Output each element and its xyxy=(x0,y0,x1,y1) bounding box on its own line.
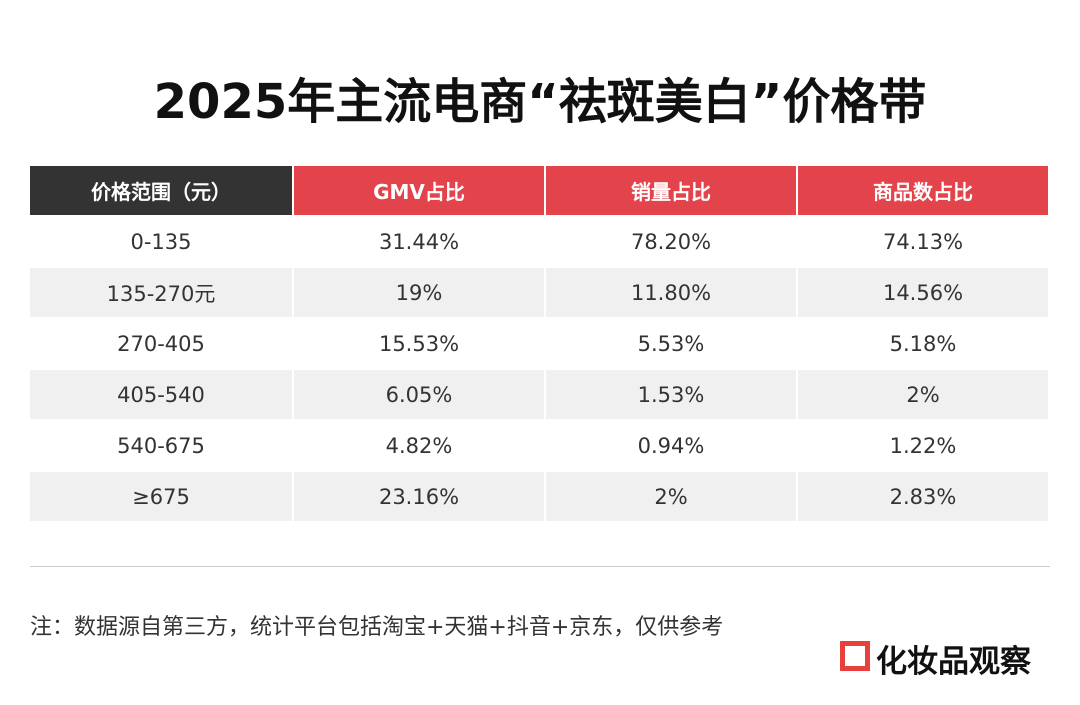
table-cell: 270-405 xyxy=(30,319,292,368)
table-cell: 5.18% xyxy=(798,319,1048,368)
divider xyxy=(30,566,1050,567)
table-cell: 19% xyxy=(294,268,544,317)
table-cell: 135-270元 xyxy=(30,268,292,317)
table-cell: 31.44% xyxy=(294,217,544,266)
table-cell: 0-135 xyxy=(30,217,292,266)
header-cell: GMV占比 xyxy=(294,166,544,215)
footnote: 注：数据源自第三方，统计平台包括淘宝+天猫+抖音+京东，仅供参考 xyxy=(30,615,724,640)
header-cell: 商品数占比 xyxy=(798,166,1048,215)
table-cell: 2.83% xyxy=(798,472,1048,521)
table-cell: 1.53% xyxy=(546,370,796,419)
table-cell: 2% xyxy=(546,472,796,521)
table-cell: 1.22% xyxy=(798,421,1048,470)
table-cell: ≥675 xyxy=(30,472,292,521)
header-cell: 价格范围（元） xyxy=(30,166,292,215)
table-cell: 5.53% xyxy=(546,319,796,368)
table-cell: 23.16% xyxy=(294,472,544,521)
table-cell: 6.05% xyxy=(294,370,544,419)
table-cell: 2% xyxy=(798,370,1048,419)
table-cell: 11.80% xyxy=(546,268,796,317)
brand: 化妆品观察 xyxy=(876,644,1031,680)
header-cell: 销量占比 xyxy=(546,166,796,215)
table-cell: 78.20% xyxy=(546,217,796,266)
table-cell: 4.82% xyxy=(294,421,544,470)
table-cell: 540-675 xyxy=(30,421,292,470)
table-cell: 405-540 xyxy=(30,370,292,419)
table-cell: 15.53% xyxy=(294,319,544,368)
title: 2025年主流电商“祛斑美白”价格带 xyxy=(153,74,927,130)
table-cell: 74.13% xyxy=(798,217,1048,266)
table-cell: 14.56% xyxy=(798,268,1048,317)
table-cell: 0.94% xyxy=(546,421,796,470)
logo-icon xyxy=(840,641,870,671)
